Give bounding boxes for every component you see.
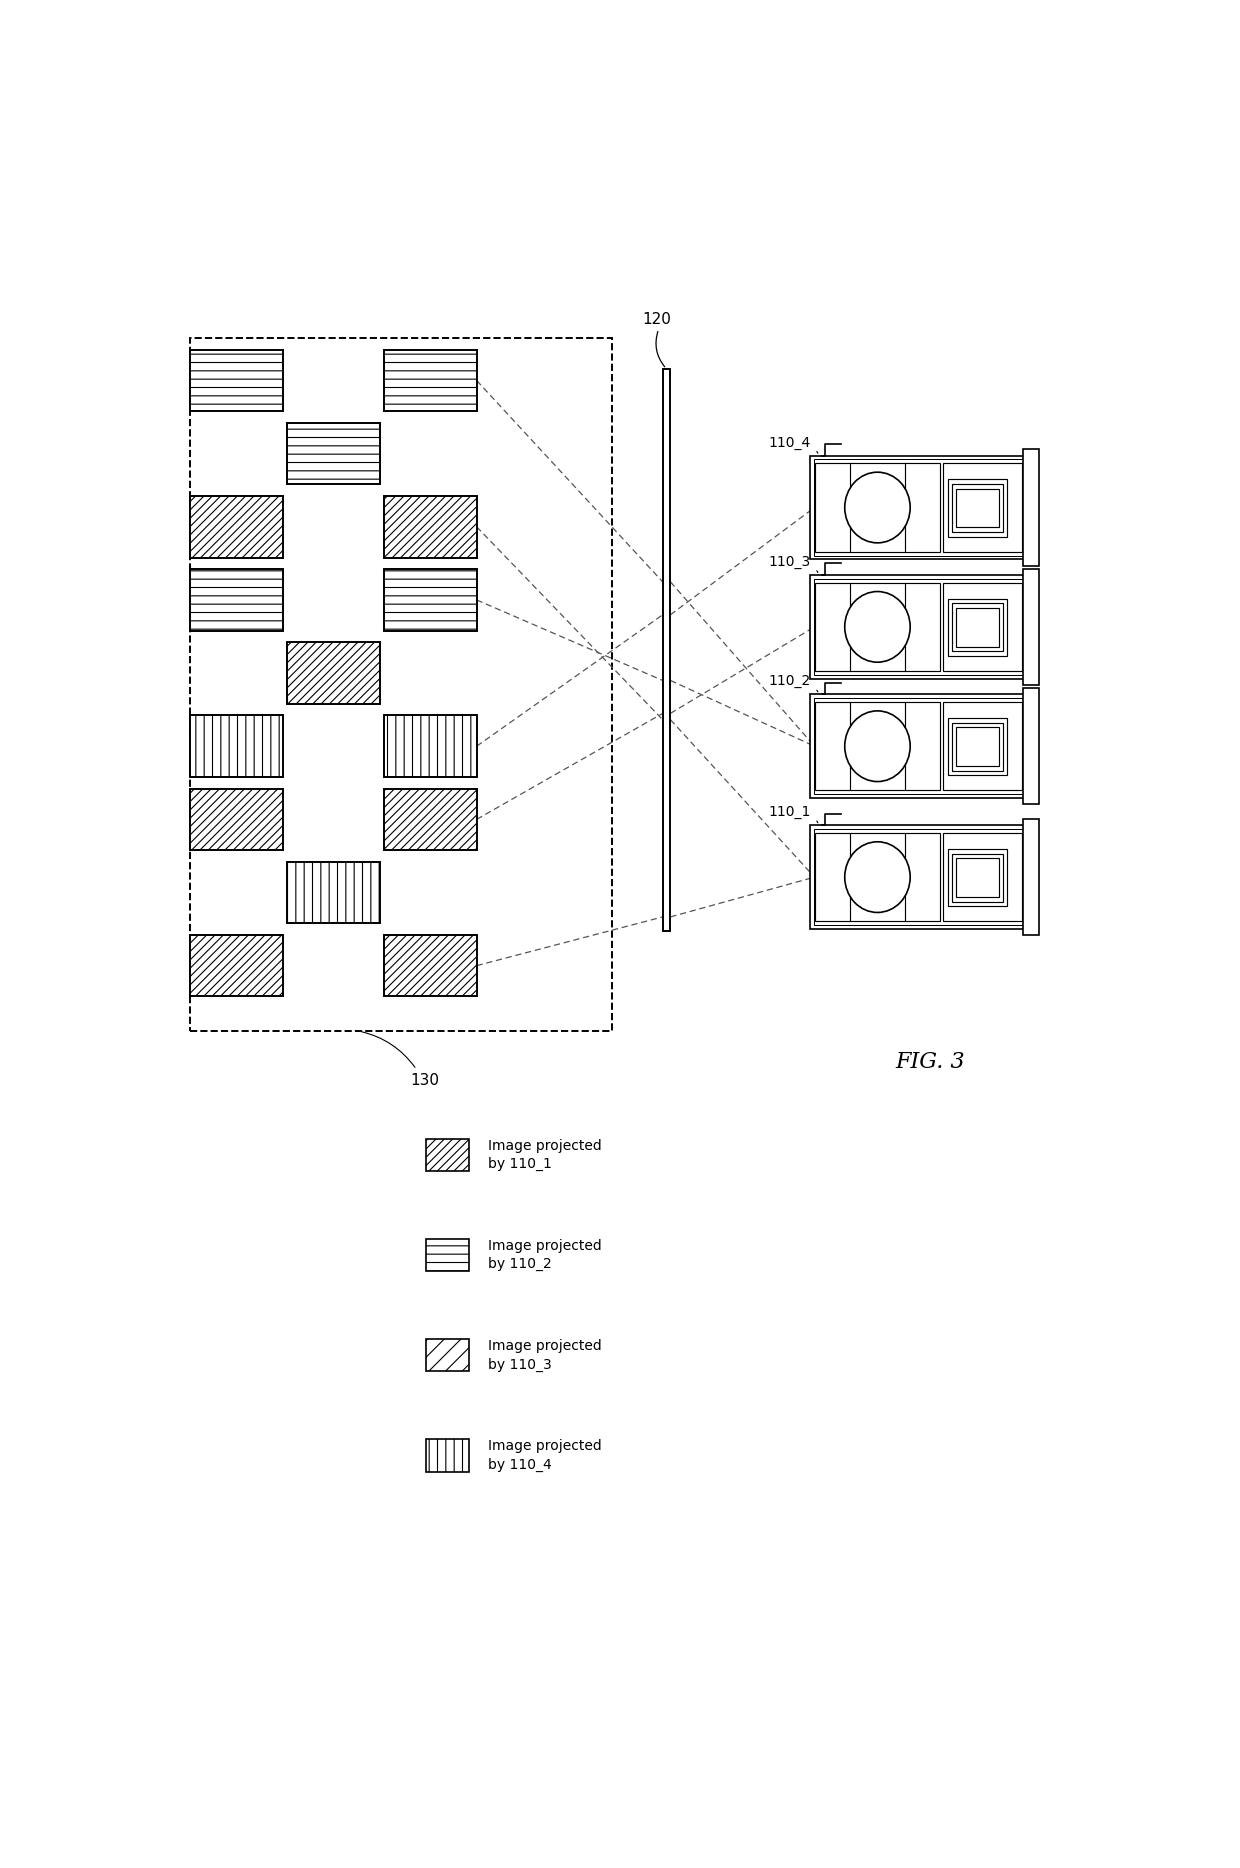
Bar — [956, 489, 999, 527]
Bar — [815, 833, 940, 921]
Bar — [949, 480, 1007, 536]
Bar — [383, 570, 476, 631]
Bar — [813, 699, 1023, 794]
Bar — [383, 934, 476, 996]
Bar — [956, 609, 999, 646]
Bar — [952, 603, 1003, 652]
Text: 130: 130 — [409, 1074, 439, 1089]
Bar — [949, 850, 1007, 906]
Bar — [286, 422, 379, 484]
Ellipse shape — [844, 842, 910, 912]
Bar — [810, 575, 1027, 678]
Bar — [813, 829, 1023, 925]
Bar — [952, 854, 1003, 902]
Bar — [944, 583, 1022, 671]
Text: Image projected
by 110_3: Image projected by 110_3 — [489, 1339, 601, 1371]
Bar — [956, 727, 999, 766]
Ellipse shape — [844, 712, 910, 781]
Text: FIG. 3: FIG. 3 — [895, 1052, 965, 1072]
Bar — [810, 826, 1027, 928]
Text: 110_3: 110_3 — [769, 555, 811, 570]
Bar — [383, 788, 476, 850]
Text: Image projected
by 110_4: Image projected by 110_4 — [489, 1438, 601, 1472]
Text: Image projected
by 110_2: Image projected by 110_2 — [489, 1238, 601, 1272]
Bar — [813, 460, 1023, 555]
Bar — [383, 497, 476, 557]
Text: 110_4: 110_4 — [769, 435, 811, 450]
Bar — [427, 1339, 469, 1371]
Bar — [427, 1139, 469, 1171]
Bar — [286, 643, 379, 704]
Bar — [662, 368, 671, 930]
Bar — [427, 1238, 469, 1272]
Bar — [815, 702, 940, 790]
Bar — [952, 723, 1003, 771]
Bar — [286, 861, 379, 923]
Bar — [813, 579, 1023, 674]
Bar — [190, 338, 613, 1031]
Bar — [1023, 687, 1039, 805]
Text: 120: 120 — [642, 312, 671, 327]
Bar — [956, 857, 999, 897]
Bar — [190, 788, 283, 850]
Bar — [815, 583, 940, 671]
Bar — [190, 715, 283, 777]
Ellipse shape — [844, 592, 910, 663]
Bar — [944, 833, 1022, 921]
Text: 110_2: 110_2 — [769, 674, 811, 689]
Bar — [190, 497, 283, 557]
Bar — [815, 463, 940, 551]
Bar — [190, 570, 283, 631]
Bar — [949, 600, 1007, 656]
Bar — [190, 349, 283, 411]
Bar — [944, 702, 1022, 790]
Text: 110_1: 110_1 — [769, 805, 811, 820]
Bar — [383, 349, 476, 411]
Bar — [1023, 818, 1039, 936]
Bar — [427, 1438, 469, 1472]
Bar — [810, 695, 1027, 798]
Ellipse shape — [844, 473, 910, 544]
Bar — [952, 484, 1003, 532]
Bar — [1023, 450, 1039, 566]
Bar — [190, 934, 283, 996]
Text: Image projected
by 110_1: Image projected by 110_1 — [489, 1139, 601, 1171]
Bar — [949, 717, 1007, 775]
Bar — [1023, 568, 1039, 686]
Bar — [944, 463, 1022, 551]
Bar — [810, 456, 1027, 560]
Bar — [383, 715, 476, 777]
